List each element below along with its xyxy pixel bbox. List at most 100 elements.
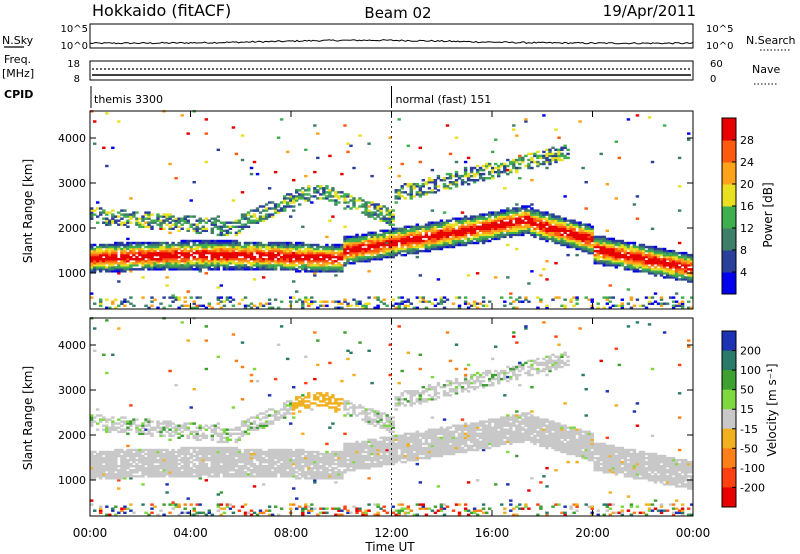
power-cell (117, 219, 121, 222)
velocity-cell (174, 505, 178, 508)
power-cell (162, 245, 166, 249)
power-cell (234, 262, 239, 265)
velocity-cell (180, 434, 184, 438)
power-cell (156, 241, 160, 245)
power-cell (246, 262, 251, 265)
power-cell (424, 227, 429, 231)
velocity-cell (213, 430, 218, 434)
power-cell (310, 255, 314, 259)
velocity-cell (246, 452, 251, 456)
power-cell (111, 251, 115, 255)
power-cell (382, 251, 386, 255)
velocity-cell (90, 414, 94, 417)
velocity-cell (234, 469, 239, 472)
power-cell (632, 266, 637, 269)
power-cell (364, 239, 368, 243)
power-cell (509, 223, 513, 226)
velocity-cell (165, 467, 169, 470)
power-cell (575, 237, 579, 241)
power-cell (261, 253, 266, 257)
velocity-cell (141, 430, 145, 434)
power-cell (518, 221, 522, 224)
power-cell (165, 258, 169, 261)
power-cell (590, 251, 594, 255)
power-cell (400, 296, 404, 299)
power-cell (246, 260, 251, 263)
velocity-cell (129, 469, 133, 472)
velocity-cell (132, 456, 136, 460)
power-cell (376, 298, 380, 301)
power-cell (409, 243, 414, 247)
velocity-cell (132, 475, 136, 478)
power-cell (310, 296, 314, 299)
power-cell (168, 162, 172, 166)
power-cell (174, 296, 178, 299)
power-cell (373, 237, 377, 241)
power-cell (614, 258, 619, 261)
power-cell (557, 221, 561, 224)
power-cell (204, 251, 209, 255)
power-cell (307, 245, 311, 249)
colorbar-swatch (722, 206, 736, 229)
power-cell (231, 126, 236, 129)
nsky-label: N.Sky (2, 34, 34, 47)
power-cell (276, 243, 281, 247)
power-cell (563, 195, 567, 198)
power-cell (509, 302, 513, 305)
power-cell (635, 258, 640, 261)
power-cell (343, 249, 347, 253)
velocity-cell (99, 511, 103, 515)
power-cell (457, 219, 462, 222)
power-cell (400, 187, 404, 190)
velocity-cell (105, 469, 109, 472)
power-cell (620, 306, 625, 310)
power-cell (264, 213, 269, 216)
power-cell (252, 304, 257, 308)
power-cell (587, 247, 591, 251)
power-cell (328, 262, 332, 265)
power-cell (638, 255, 643, 259)
power-cell (409, 225, 414, 229)
power-cell (358, 300, 362, 303)
power-cell (328, 255, 332, 259)
power-cell (292, 255, 296, 259)
power-cell (322, 270, 326, 273)
power-cell (563, 144, 567, 148)
power-cell (123, 209, 127, 212)
power-cell (481, 300, 486, 303)
power-cell (554, 219, 558, 222)
velocity-cell (255, 428, 260, 431)
power-cell (123, 270, 127, 273)
power-cell (267, 251, 272, 255)
power-cell (219, 245, 224, 249)
power-cell (500, 221, 504, 224)
velocity-cell (117, 327, 121, 330)
power-cell (569, 245, 573, 249)
power-cell (451, 241, 456, 245)
power-cell (412, 245, 417, 249)
power-cell (494, 219, 498, 222)
power-cell (376, 304, 380, 308)
power-cell (608, 296, 613, 299)
power-cell (246, 245, 251, 249)
power-cell (304, 193, 308, 196)
velocity-cell (183, 426, 187, 429)
power-cell (364, 203, 368, 206)
power-cell (171, 264, 175, 267)
power-cell (469, 166, 474, 170)
power-cell (165, 217, 169, 220)
power-cell (219, 247, 224, 251)
power-cell (237, 247, 242, 251)
power-cell (436, 239, 441, 243)
velocity-cell (231, 462, 236, 466)
velocity-cell (150, 465, 154, 468)
power-cell (171, 296, 175, 299)
power-cell (394, 253, 398, 257)
velocity-cell (231, 333, 236, 336)
power-cell (292, 201, 296, 204)
power-cell (346, 239, 350, 243)
velocity-cell (99, 505, 103, 508)
power-cell (530, 270, 534, 273)
power-cell (478, 239, 483, 243)
power-cell (373, 251, 377, 255)
